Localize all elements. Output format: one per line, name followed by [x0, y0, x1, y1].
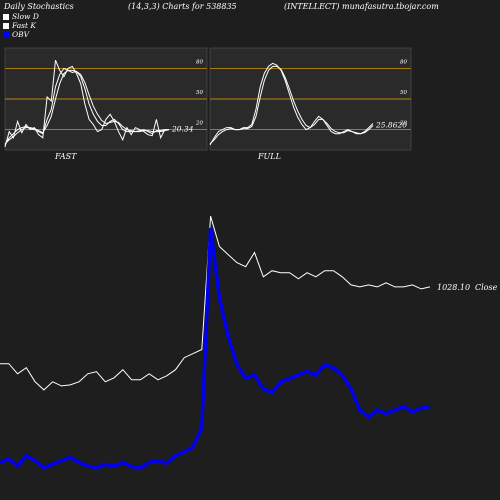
blue-square-icon [3, 31, 9, 38]
full-level-label: 20 [399, 121, 407, 127]
full-stoch-line-1 [209, 65, 374, 145]
legend-label: OBV [12, 30, 30, 39]
legend: Slow D Fast K OBV [3, 12, 39, 39]
fast-stoch-line-1 [4, 67, 169, 146]
full-level-label: 80 [400, 59, 407, 65]
white-square-icon [3, 22, 9, 29]
fast-last-value-label: 20.34 [171, 125, 194, 134]
legend-label: Slow D [12, 12, 39, 21]
legend-item-obv: OBV [3, 30, 39, 39]
fast-level-label: 20 [195, 121, 203, 127]
fast-level-label: 50 [196, 90, 203, 96]
white-square-icon [3, 13, 9, 20]
header-center: (14,3,3) Charts for 538835 [128, 2, 237, 11]
legend-item-fast-k: Fast K [3, 21, 39, 30]
full-last-value-label: 25.8620 [375, 121, 407, 130]
close-series-label: Close [475, 283, 498, 292]
close-last-value-label: 1028.10 [437, 283, 470, 292]
full-level-label: 50 [400, 90, 407, 96]
full-panel-label: FULL [258, 152, 281, 161]
legend-item-slow-d: Slow D [3, 12, 39, 21]
fast-level-label: 80 [196, 59, 203, 65]
close-price-line [0, 216, 431, 391]
fast-stoch-line-2 [4, 69, 170, 145]
obv-line [0, 227, 431, 470]
header-left: Daily Stochastics [4, 2, 74, 11]
fast-panel-label: FAST [55, 152, 77, 161]
header-right: (INTELLECT) munafasutra.tbojar.com [284, 2, 439, 11]
legend-label: Fast K [12, 21, 37, 30]
